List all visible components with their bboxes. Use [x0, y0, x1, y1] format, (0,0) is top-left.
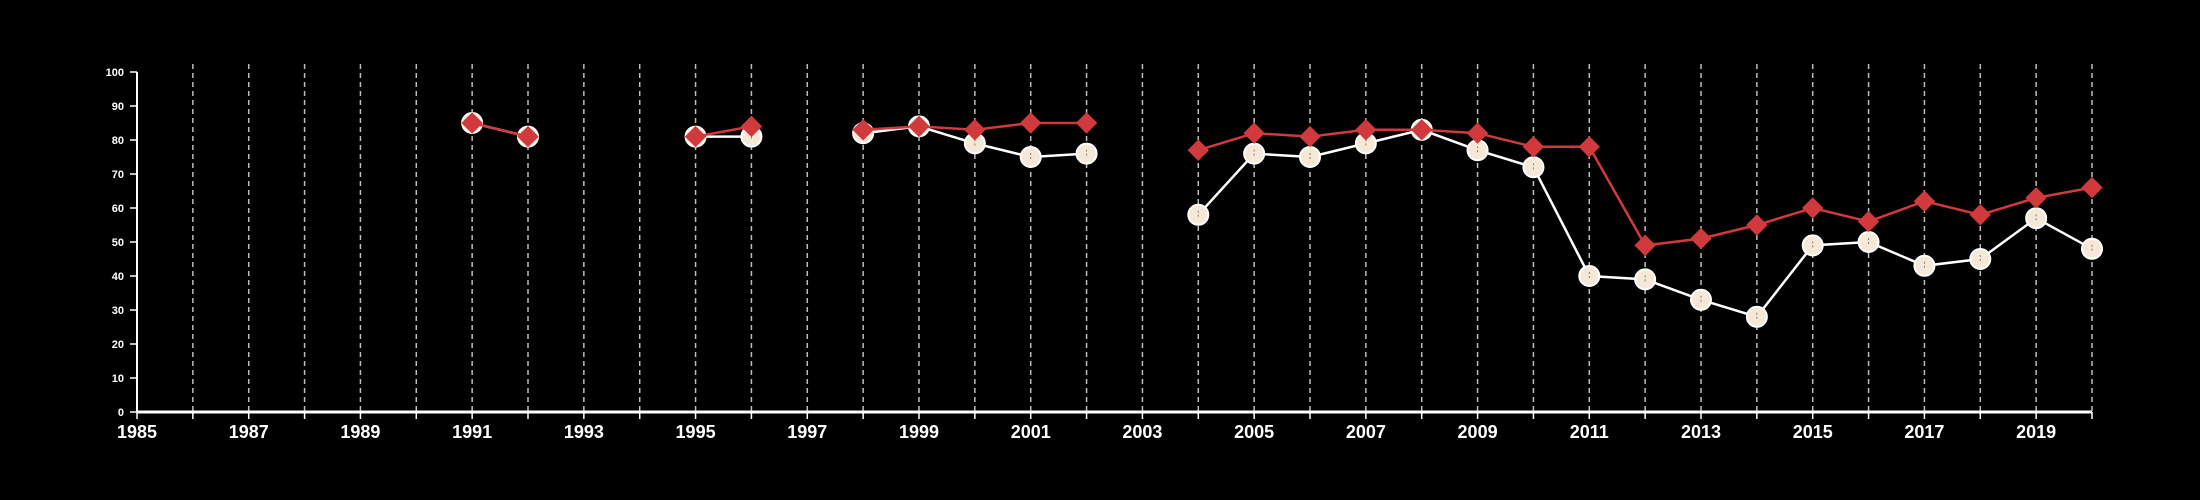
- data-point: [1913, 190, 1936, 212]
- data-point: [1857, 210, 1880, 233]
- data-point: [1187, 139, 1209, 161]
- data-point: [684, 125, 707, 148]
- data-point: [1802, 197, 1824, 219]
- y-tick-label: 80: [112, 135, 124, 147]
- data-series: [461, 112, 2103, 328]
- y-tick-label: 0: [118, 407, 124, 419]
- series-1: [461, 112, 2103, 328]
- data-point: [2081, 237, 2103, 260]
- x-tick-label: 2007: [1346, 422, 1386, 442]
- data-point: [964, 119, 986, 141]
- data-point: [1969, 204, 1991, 226]
- x-tick-label: 2005: [1234, 422, 1274, 442]
- data-point: [1522, 136, 1545, 158]
- x-tick-label: 2019: [2016, 422, 2056, 442]
- y-tick-label: 90: [112, 101, 124, 113]
- data-point: [461, 112, 483, 134]
- x-tick-label: 2011: [1570, 422, 1609, 442]
- data-point: [1299, 125, 1321, 148]
- data-point: [1411, 119, 1433, 141]
- x-tick-label: 1989: [340, 422, 380, 442]
- x-tick-label: 1991: [452, 422, 492, 442]
- series-line: [695, 125, 752, 138]
- data-point: [1243, 122, 1265, 144]
- x-tick-label: 2013: [1681, 422, 1721, 442]
- data-point: [1466, 122, 1489, 144]
- series-line: [471, 121, 529, 138]
- x-tick-label: 2003: [1122, 422, 1162, 442]
- x-tick-label: 2015: [1793, 422, 1833, 442]
- data-point: [908, 115, 930, 138]
- series-2: [461, 112, 2103, 257]
- data-point: [1578, 136, 1600, 158]
- x-tick-label: 1995: [676, 422, 716, 442]
- data-point: [1746, 214, 1768, 236]
- x-tick-label: 1987: [229, 422, 269, 442]
- x-tick-label: 2001: [1011, 422, 1051, 442]
- y-tick-label: 70: [112, 169, 124, 181]
- data-point: [1020, 112, 1042, 134]
- data-point: [1690, 227, 1712, 250]
- y-tick-label: 30: [112, 305, 124, 317]
- data-point: [2081, 176, 2103, 199]
- axes: 0 10 20 30 40 50 60 70 80 90 100 1985 1987 1989 1991 19…: [106, 67, 2093, 442]
- x-tick-label: 1985: [117, 422, 157, 442]
- data-point: [740, 115, 763, 138]
- data-point: [517, 125, 539, 148]
- data-point: [1075, 112, 1098, 134]
- x-tick-label: 1993: [564, 422, 604, 442]
- y-tick-label: 20: [112, 339, 124, 351]
- x-tick-label: 2009: [1458, 422, 1498, 442]
- data-point: [2025, 187, 2047, 209]
- data-point: [852, 119, 874, 141]
- y-tick-label: 100: [106, 67, 124, 79]
- x-tick-label: 2017: [1904, 422, 1944, 442]
- y-tick-label: 10: [112, 373, 124, 385]
- data-point: [1355, 119, 1377, 141]
- y-tick-label: 50: [112, 237, 124, 249]
- y-tick-label: 40: [112, 271, 124, 283]
- x-tick-label: 1997: [787, 422, 827, 442]
- data-point: [1634, 234, 1656, 257]
- x-tick-label: 1999: [899, 422, 939, 442]
- y-tick-label: 60: [112, 203, 124, 215]
